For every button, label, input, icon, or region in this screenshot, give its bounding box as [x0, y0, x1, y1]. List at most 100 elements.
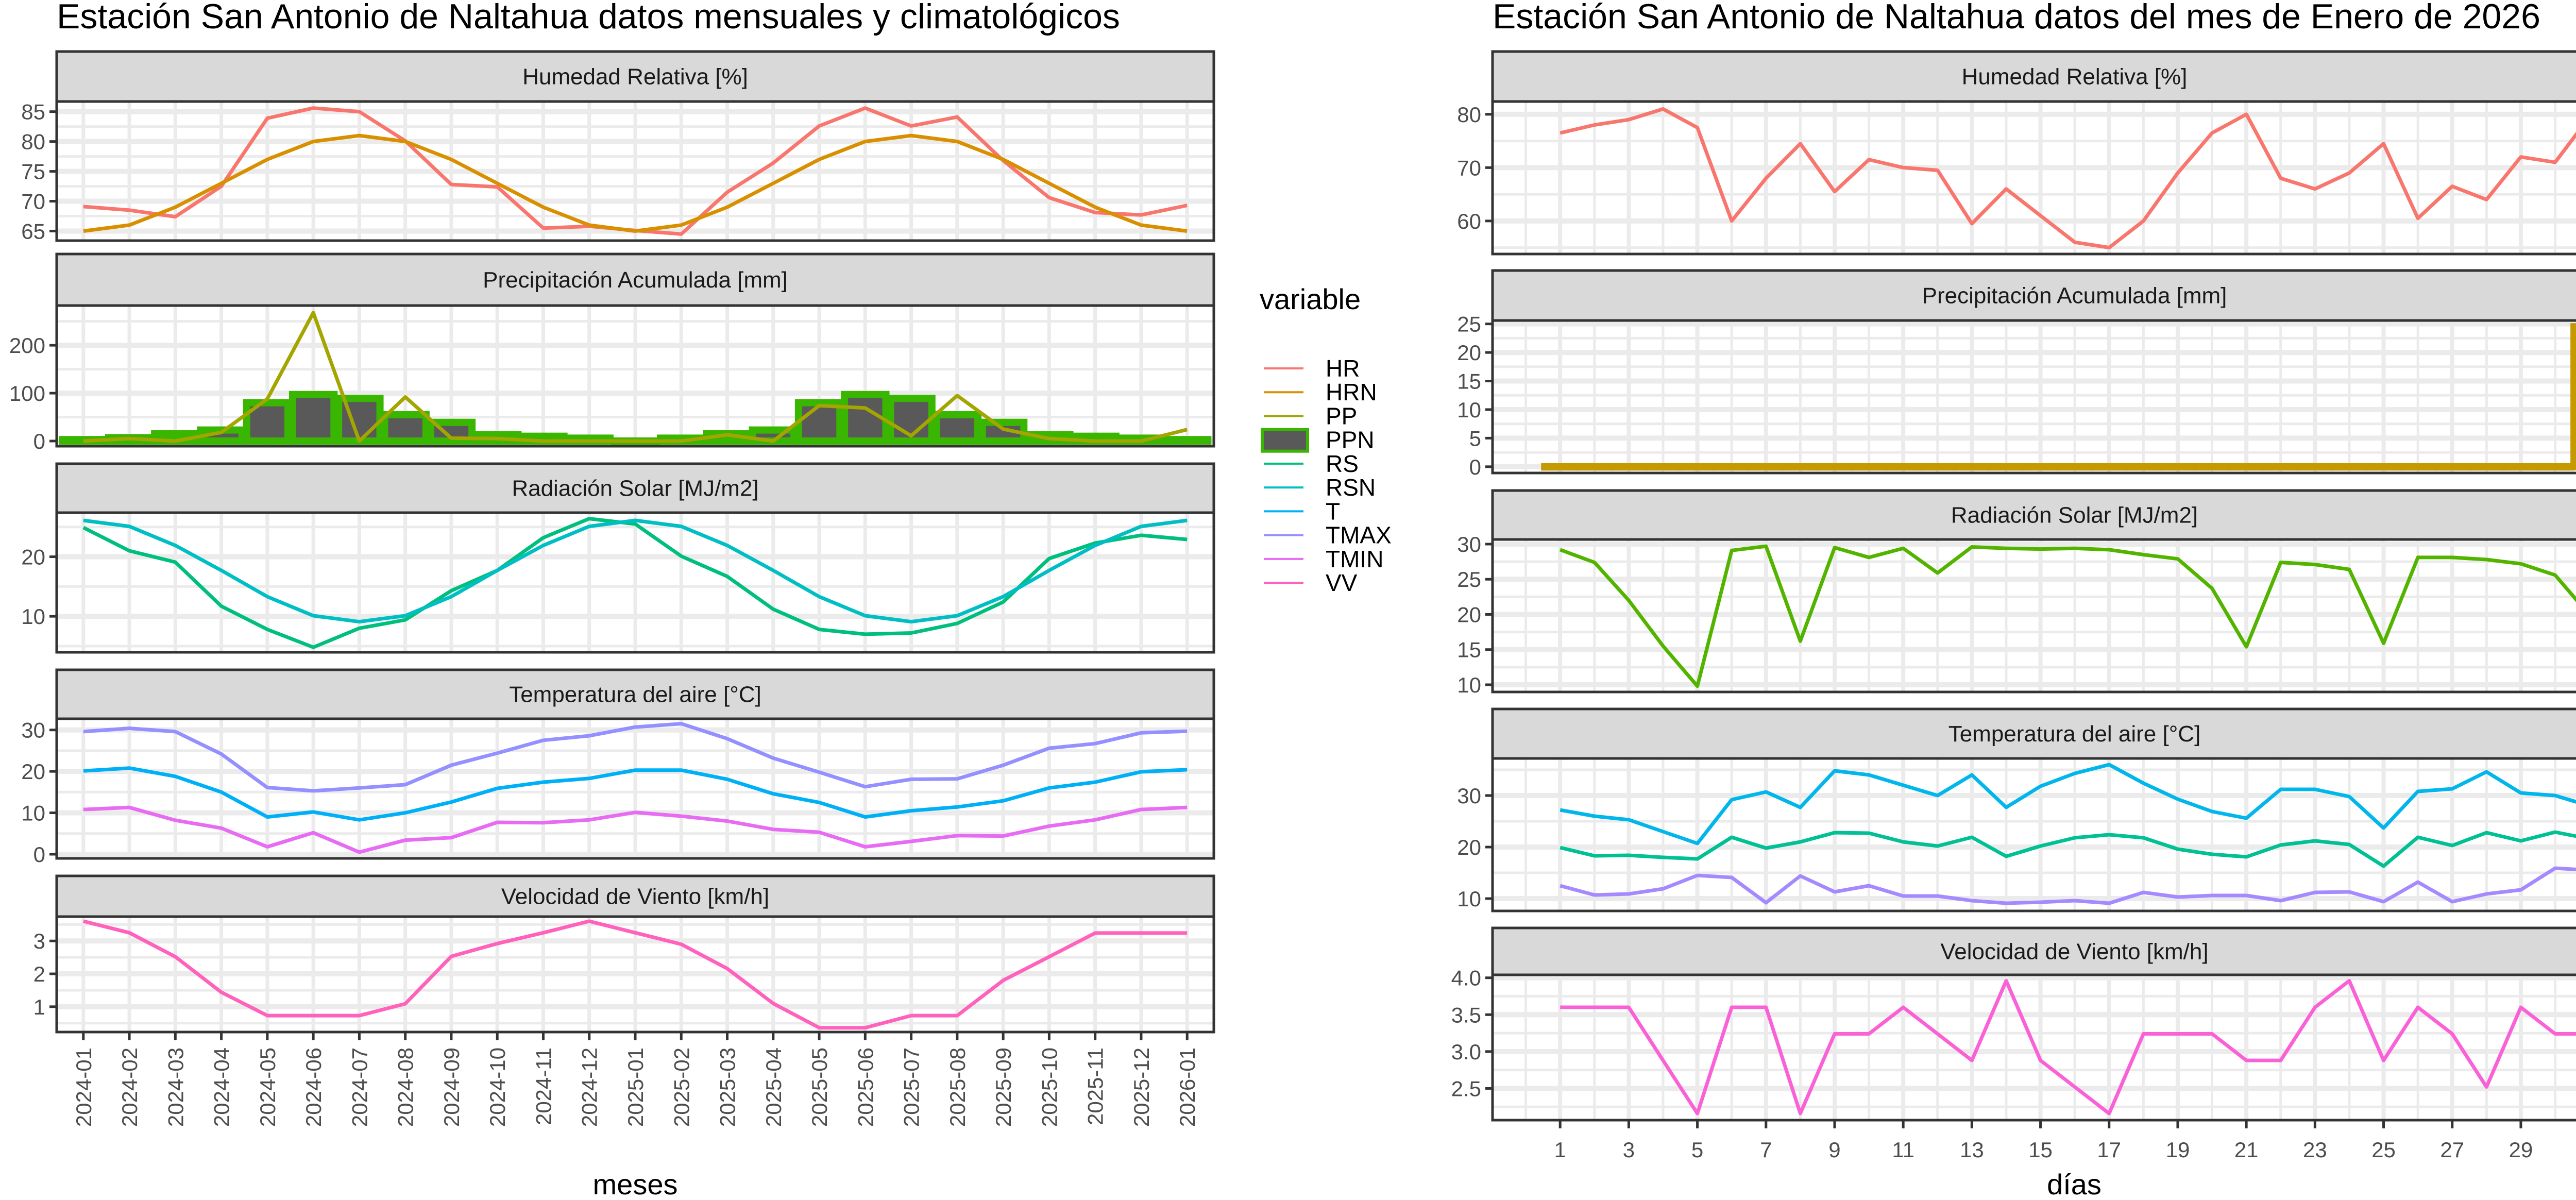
legend-title: variable — [1260, 283, 1361, 315]
y-tick-label: 200 — [9, 333, 45, 358]
daily-panels: Humedad Relativa [%] 60 70 80 Precipitación … — [1451, 50, 2576, 1122]
y-tick-label: 15 — [1457, 638, 1481, 662]
x-tick-label: 7 — [1760, 1138, 1772, 1162]
legend-label: RSN — [1326, 474, 1376, 501]
panel-strip-label: Radiación Solar [MJ/m2] — [512, 476, 758, 501]
plot-background — [1493, 320, 2576, 473]
panel-4: Velocidad de Viento [km/h] 1 2 3 — [33, 874, 1215, 1034]
legend-label: RS — [1326, 450, 1359, 477]
y-tick-label: 15 — [1457, 369, 1481, 394]
y-tick-label: 20 — [21, 759, 45, 784]
x-tick-label: 2025-04 — [761, 1047, 786, 1127]
panel-border — [55, 717, 1215, 860]
series-line-vv — [1560, 979, 2576, 1116]
legend-item-hrn: HRN — [1264, 379, 1377, 405]
panel-strip — [1491, 707, 2576, 760]
panel-strip-label: Velocidad de Viento [km/h] — [1940, 939, 2208, 965]
series-line-t — [83, 766, 1188, 822]
y-tick-label: 25 — [1457, 567, 1481, 591]
legend-label: HR — [1326, 355, 1360, 382]
monthly-panels: Humedad Relativa [%] 65 70 75 80 85 Precipitac… — [9, 50, 1215, 1034]
x-tick-label: 2026-01 — [1175, 1047, 1199, 1127]
y-tick-label: 0 — [1469, 455, 1481, 479]
panel-3: Temperatura del aire [°C] 0 10 20 30 — [21, 668, 1215, 867]
panel-border — [55, 304, 1215, 448]
legend-label: HRN — [1326, 379, 1377, 405]
legend-label: VV — [1326, 569, 1358, 596]
x-tick-label: 2025-02 — [669, 1047, 693, 1127]
x-tick-label: 17 — [2097, 1138, 2121, 1162]
legend-label: PPN — [1326, 427, 1375, 453]
panel-0: Humedad Relativa [%] 60 70 80 — [1457, 50, 2576, 256]
x-tick-label: 19 — [2166, 1138, 2190, 1162]
x-tick-label: 2025-09 — [991, 1047, 1015, 1127]
series-line-pp — [83, 311, 1188, 443]
y-tick-label: 3.0 — [1451, 1040, 1481, 1064]
series-line-hr — [1560, 107, 2576, 250]
y-tick-label: 5 — [1469, 426, 1481, 450]
legend-label: TMAX — [1326, 522, 1392, 549]
plot-background — [1493, 102, 2576, 254]
x-tick-label: 21 — [2234, 1138, 2259, 1162]
y-tick-label: 10 — [1457, 887, 1481, 911]
legend-item-tmax: TMAX — [1264, 522, 1392, 549]
x-tick-label: 2024-01 — [72, 1047, 96, 1127]
panel-strip — [55, 50, 1215, 103]
legend-key-bar — [1261, 428, 1309, 453]
x-tick-label: 2024-04 — [210, 1047, 234, 1127]
legend-item-vv: VV — [1264, 569, 1358, 596]
y-tick-label: 10 — [1457, 673, 1481, 697]
panel-2: Radiación Solar [MJ/m2] 10 15 20 25 30 — [1457, 489, 2576, 697]
panel-4: Velocidad de Viento [km/h] 2.5 3.0 3.5 4.0 — [1451, 926, 2576, 1122]
panel-strip-label: Humedad Relativa [%] — [522, 64, 748, 90]
x-tick-label: 25 — [2371, 1138, 2396, 1162]
y-tick-label: 4.0 — [1451, 966, 1481, 990]
y-tick-label: 10 — [21, 604, 45, 629]
series-line-tmin — [83, 805, 1188, 854]
panel-strip-label: Precipitación Acumulada [mm] — [1922, 283, 2227, 309]
y-tick-label: 20 — [1457, 602, 1481, 627]
daily-x-axis-title: días — [2047, 1168, 2102, 1200]
y-tick-label: 3 — [33, 929, 45, 953]
y-tick-label: 70 — [1457, 156, 1481, 180]
panel-0: Humedad Relativa [%] 65 70 75 80 85 — [21, 50, 1215, 243]
series-line-vv — [82, 919, 1188, 1030]
x-tick-label: 2024-11 — [531, 1047, 555, 1125]
bar-ppn — [887, 395, 936, 445]
y-tick-label: 100 — [9, 381, 45, 405]
x-tick-label: 2024-10 — [485, 1047, 510, 1127]
x-tick-label: 2024-03 — [163, 1047, 188, 1127]
y-tick-label: 10 — [21, 801, 45, 825]
series-line-rs — [1559, 544, 2576, 688]
x-tick-label: 2025-08 — [945, 1047, 970, 1127]
panel-strip — [1491, 926, 2576, 976]
legend-label: PP — [1326, 402, 1357, 429]
x-tick-label: 2025-05 — [807, 1047, 832, 1127]
panel-border — [1491, 973, 2576, 1122]
panel-strip-label: Precipitación Acumulada [mm] — [483, 267, 788, 293]
y-tick-label: 1 — [33, 995, 45, 1019]
panel-strip — [55, 668, 1215, 720]
panel-strip — [55, 874, 1215, 918]
panel-strip-label: Radiación Solar [MJ/m2] — [1951, 503, 2198, 528]
series-line-hrn — [83, 133, 1188, 233]
legend-item-rs: RS — [1264, 450, 1359, 477]
x-tick-label: 2025-12 — [1129, 1047, 1154, 1127]
x-tick-label: 2025-06 — [853, 1047, 877, 1127]
panel-strip — [55, 252, 1215, 307]
bar-ppn — [794, 399, 844, 445]
y-tick-label: 0 — [33, 429, 45, 453]
x-tick-label: 2024-09 — [439, 1047, 464, 1127]
monthly-chart-title: Estación San Antonio de Naltahua datos m… — [57, 0, 1120, 36]
panel-strip-label: Temperatura del aire [°C] — [1948, 721, 2201, 747]
y-tick-label: 80 — [1457, 103, 1481, 127]
series-line-tmax — [1560, 763, 2576, 846]
y-tick-label: 60 — [1457, 209, 1481, 233]
panel-2: Radiación Solar [MJ/m2] 10 20 — [21, 462, 1215, 654]
panel-strip-label: Temperatura del aire [°C] — [509, 682, 761, 707]
panel-strip-label: Humedad Relativa [%] — [1962, 64, 2188, 90]
x-tick-label: 11 — [1892, 1138, 1914, 1162]
panel-strip-label: Velocidad de Viento [km/h] — [501, 884, 769, 909]
